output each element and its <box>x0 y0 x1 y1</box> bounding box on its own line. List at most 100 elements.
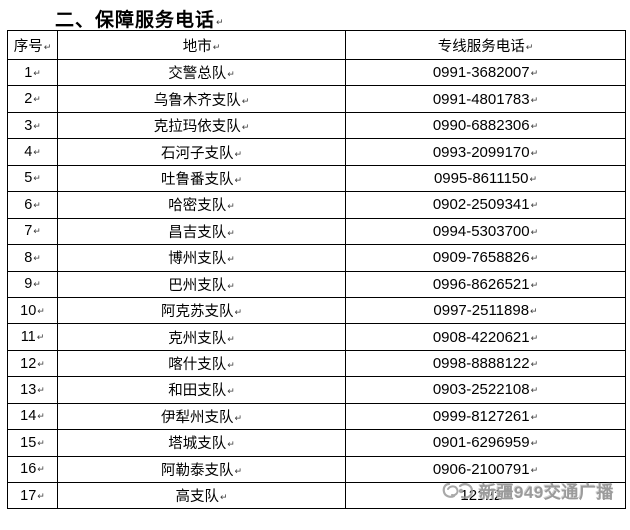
paragraph-mark: ↵ <box>525 41 534 52</box>
table-row: 12↵ 喀什支队↵ 0998-8888122↵ <box>7 349 626 378</box>
table-row: 16↵ 阿勒泰支队↵ 0906-2100791↵ <box>7 455 626 484</box>
table-row: 1↵ 交警总队↵ 0991-3682007↵ <box>7 58 626 87</box>
cell-city: 阿克苏支队↵ <box>57 296 346 325</box>
document-title: 二、保障服务电话↵ <box>55 5 225 32</box>
paragraph-mark: ↵ <box>43 41 52 52</box>
paragraph-mark: ↵ <box>33 173 41 184</box>
cell-city: 喀什支队↵ <box>57 349 346 378</box>
table-row: 5↵ 吐鲁番支队↵ 0995-8611150↵ <box>7 164 626 193</box>
cell-phone: 0999-8127261↵ <box>345 402 626 431</box>
paragraph-mark: ↵ <box>530 68 539 79</box>
cell-phone: 0902-2509341↵ <box>345 191 626 219</box>
table-row: 17↵ 高支队↵ 12122↵ <box>7 481 626 510</box>
cell-row-number: 12↵ <box>7 349 58 378</box>
cell-phone-text: 0993-2099170 <box>432 143 530 161</box>
paragraph-mark: ↵ <box>33 279 41 290</box>
table-row: 2↵ 乌鲁木齐支队↵ 0991-4801783↵ <box>7 85 626 113</box>
cell-city-text: 乌鲁木齐支队 <box>153 92 241 109</box>
cell-row-number-text: 3 <box>24 117 33 134</box>
cell-phone: 0906-2100791↵ <box>345 455 626 484</box>
cell-phone-text: 0998-8888122 <box>432 355 530 373</box>
cell-city-text: 塔城支队 <box>168 436 227 453</box>
cell-phone: 0909-7658826↵ <box>345 244 626 272</box>
paragraph-mark: ↵ <box>33 252 41 263</box>
cell-row-number-text: 1 <box>24 64 33 81</box>
cell-row-number-text: 16 <box>20 461 37 478</box>
paragraph-mark: ↵ <box>33 94 41 105</box>
cell-row-number: 6↵ <box>7 191 58 219</box>
paragraph-mark: ↵ <box>37 464 45 475</box>
cell-city: 吐鲁番支队↵ <box>57 164 346 193</box>
paragraph-mark: ↵ <box>227 386 235 397</box>
cell-row-number: 7↵ <box>7 217 58 246</box>
paragraph-mark: ↵ <box>530 411 539 422</box>
column-header-label: 序号 <box>13 38 43 55</box>
paragraph-mark: ↵ <box>37 358 45 369</box>
cell-phone-text: 0903-2522108 <box>432 381 530 399</box>
cell-row-number-text: 11 <box>20 329 36 346</box>
cell-phone: 12122↵ <box>345 481 626 510</box>
paragraph-mark: ↵ <box>33 147 41 158</box>
cell-city: 昌吉支队↵ <box>57 217 346 246</box>
cell-phone-text: 0902-2509341 <box>432 196 530 214</box>
cell-phone: 0903-2522108↵ <box>345 376 626 404</box>
cell-row-number: 9↵ <box>7 270 58 298</box>
cell-city: 塔城支队↵ <box>57 429 346 457</box>
cell-city-text: 阿勒泰支队 <box>160 462 234 479</box>
paragraph-mark: ↵ <box>227 360 235 371</box>
cell-row-number: 13↵ <box>7 376 58 404</box>
cell-row-number: 15↵ <box>7 429 58 457</box>
table-row: 13↵ 和田支队↵ 0903-2522108↵ <box>7 376 626 404</box>
cell-row-number-text: 14 <box>20 408 37 425</box>
paragraph-mark: ↵ <box>36 332 45 343</box>
paragraph-mark: ↵ <box>33 199 41 210</box>
column-header-phone: 专线服务电话↵ <box>345 30 626 60</box>
paragraph-mark: ↵ <box>530 253 539 264</box>
paragraph-mark: ↵ <box>33 226 41 237</box>
cell-row-number: 3↵ <box>7 111 58 140</box>
cell-row-number-text: 10 <box>20 302 37 319</box>
cell-phone: 0991-3682007↵ <box>345 58 626 87</box>
cell-row-number-text: 8 <box>24 249 33 266</box>
paragraph-mark: ↵ <box>227 201 235 212</box>
cell-row-number-text: 6 <box>24 196 33 213</box>
cell-phone-text: 0990-6882306 <box>432 117 530 135</box>
paragraph-mark: ↵ <box>234 465 243 476</box>
table-row: 9↵ 巴州支队↵ 0996-8626521↵ <box>7 270 626 298</box>
cell-city-text: 博州支队 <box>168 251 227 268</box>
paragraph-mark: ↵ <box>234 148 243 159</box>
document-title-text: 二、保障服务电话 <box>55 10 216 31</box>
paragraph-mark: ↵ <box>227 227 235 238</box>
cell-row-number-text: 12 <box>20 355 37 372</box>
column-header-index: 序号↵ <box>7 30 58 60</box>
table-row: 8↵ 博州支队↵ 0909-7658826↵ <box>7 244 626 272</box>
cell-city-text: 交警总队 <box>168 66 227 83</box>
paragraph-mark: ↵ <box>227 333 235 344</box>
cell-city: 交警总队↵ <box>57 58 346 87</box>
cell-phone-text: 0991-3682007 <box>432 64 530 82</box>
cell-phone-text: 0999-8127261 <box>432 407 530 425</box>
paragraph-mark: ↵ <box>234 307 243 318</box>
table-header-row: 序号↵ 地市↵ 专线服务电话↵ <box>7 30 626 60</box>
table-row: 10↵ 阿克苏支队↵ 0997-2511898↵ <box>7 296 626 325</box>
paragraph-mark: ↵ <box>530 438 539 449</box>
paragraph-mark: ↵ <box>37 411 45 422</box>
paragraph-mark: ↵ <box>212 41 221 52</box>
cell-phone: 0908-4220621↵ <box>345 323 626 351</box>
table-header: 序号↵ 地市↵ 专线服务电话↵ <box>7 30 626 60</box>
cell-phone-text: 0994-5303700 <box>432 222 530 240</box>
table-row: 14↵ 伊犁州支队↵ 0999-8127261↵ <box>7 402 626 431</box>
paragraph-mark: ↵ <box>530 332 539 343</box>
paragraph-mark: ↵ <box>216 17 225 27</box>
cell-phone-text: 0906-2100791 <box>432 460 530 478</box>
cell-phone-text: 0996-8626521 <box>432 275 530 293</box>
paragraph-mark: ↵ <box>530 94 539 105</box>
paragraph-mark: ↵ <box>33 67 41 78</box>
cell-phone: 0998-8888122↵ <box>345 349 626 378</box>
cell-row-number: 1↵ <box>7 58 58 87</box>
cell-row-number: 2↵ <box>7 85 58 113</box>
cell-city-text: 石河子支队 <box>160 145 234 162</box>
cell-row-number: 8↵ <box>7 244 58 272</box>
paragraph-mark: ↵ <box>37 490 45 501</box>
